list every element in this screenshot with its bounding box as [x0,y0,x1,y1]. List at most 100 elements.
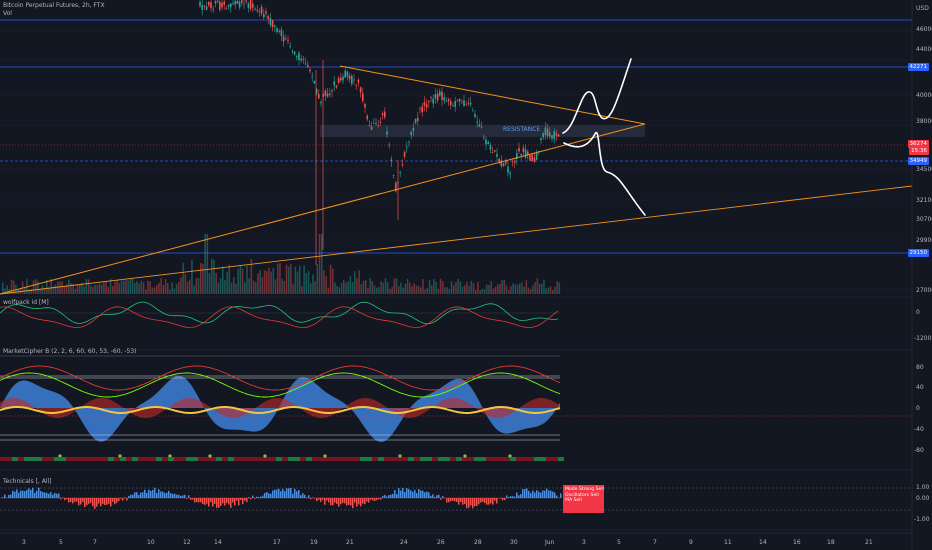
volume-bar [490,281,492,294]
technicals-bar [372,498,374,501]
volume-bar [131,278,134,294]
technicals-bar [256,496,258,498]
technicals-bar [8,494,10,498]
technicals-bar [150,490,152,498]
technicals-bar [276,489,278,498]
candle-body [445,101,448,103]
candle-body [335,85,338,88]
resistance-zone[interactable] [320,125,645,137]
candle-body [263,14,265,18]
volume-bar [145,289,147,294]
technicals-bar [310,498,312,500]
candle-body [287,39,289,42]
price-tag-42271: 42271 [907,63,929,71]
projection-drawings[interactable] [562,58,646,216]
technicals-bar [384,494,386,498]
technicals-bar [510,496,512,498]
mcb-trend-strip [120,457,126,461]
technicals-bar [302,493,304,498]
volume-bar [336,285,338,294]
volume-bar [200,263,202,294]
candle-body [236,0,239,4]
technicals-bar [474,498,476,507]
volume-bar [530,289,532,294]
volume-bar [204,234,206,294]
grid [0,29,912,531]
volume-bar [343,279,345,294]
technicals-bar [212,498,214,507]
candle-body [243,3,245,5]
technicals-bar [452,498,454,501]
volume-bar [259,269,261,294]
technicals-bar [350,498,352,506]
mcb-trend-strip [228,457,234,461]
volume-bar [114,281,116,294]
candle-body [555,133,558,136]
volume-bar [30,288,33,294]
mcb-signal-dot [323,454,327,458]
candle-body [533,157,536,163]
technicals-label: Technicals [, All] [3,478,52,485]
horizontal-levels[interactable] [0,19,912,254]
volume-bar [521,282,523,294]
volume-bar [162,285,165,294]
technicals-bar [100,498,102,507]
wolfpack-line [0,301,559,325]
technicals-bar [284,491,286,498]
technicals-bar [292,493,294,498]
candle-body [359,87,362,93]
technicals-bar [130,494,132,498]
volume-bar [426,287,429,294]
volume-bar [448,288,451,294]
mcb-trend-strip [36,457,42,461]
mcb-trend-strip [480,457,486,461]
candle-body [474,114,476,118]
candle-body [201,4,203,10]
technicals-bar [442,496,444,498]
technicals-bar [244,498,246,501]
technicals-bar [330,498,332,506]
trendlines[interactable] [0,65,913,295]
volume-bar [294,266,297,294]
volume-bar [365,279,367,294]
technicals-bar [342,498,344,503]
technicals-bar [178,494,180,498]
candle-body [544,127,547,136]
candle-body [230,3,232,8]
technicals-bar [360,498,362,507]
technicals-bar [492,498,494,505]
candle-body [234,0,236,5]
volume-bar [494,286,497,294]
technicals-bar [556,495,558,498]
volume-bar [151,287,154,294]
wolfpack-label: wolfpack id [M] [3,299,49,306]
volume-bar [464,285,466,294]
volume-bar [274,279,277,294]
volume-bar [147,280,149,294]
technicals-bar [542,490,544,498]
volume-bar [444,287,446,294]
volume-bar [70,283,72,294]
candle-body [408,141,410,143]
volume-bar [547,287,550,294]
volume-bar [519,283,521,294]
candle-body [311,76,313,78]
mcb-trend-strip [156,457,162,461]
technicals-bar [324,498,326,505]
technicals-bar [64,498,66,501]
volume-bar [169,289,171,294]
technicals-bar [48,493,50,498]
mcb-signal-dot [398,454,402,458]
candle-body [428,100,430,102]
volume-bar [338,287,341,294]
price-tick: 32100 [916,197,932,204]
price-tick: 27000 [916,287,932,294]
technicals-bar [112,498,114,502]
volume-bar [57,281,59,294]
volume-bar [307,271,310,294]
technicals-bar [134,492,136,498]
technicals-bar [400,490,402,498]
technicals-bar [336,498,338,504]
technicals-bar [540,492,542,498]
